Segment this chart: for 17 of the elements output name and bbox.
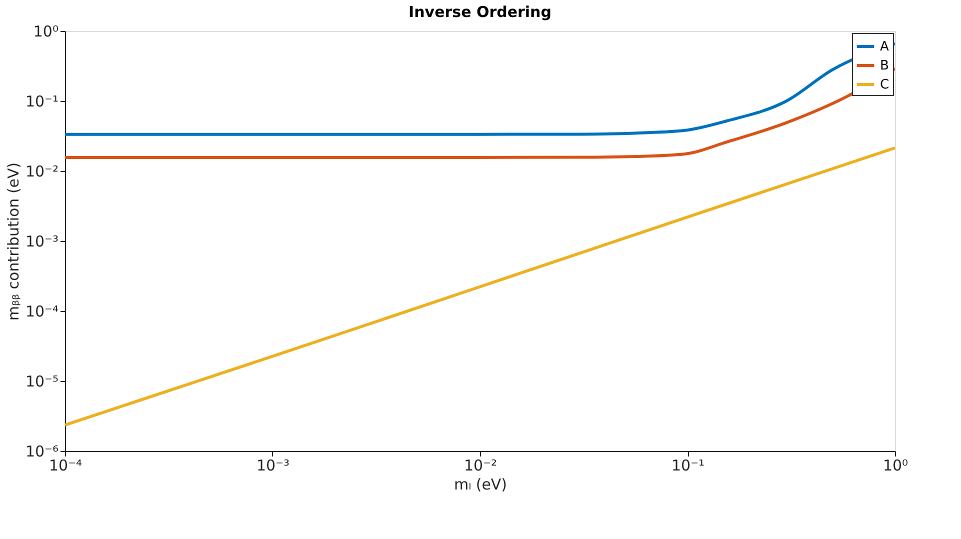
y-tick-label: 10⁻³ [25, 232, 58, 250]
y-axis-title: mᵦᵦ contribution (eV) [4, 162, 22, 321]
y-tick-label: 10⁻⁵ [25, 372, 58, 390]
y-tick-label: 10⁻⁴ [25, 302, 58, 320]
y-tick-label: 10⁻¹ [25, 92, 58, 110]
x-tick-label: 10⁰ [882, 456, 908, 474]
x-tick-label: 10⁻¹ [671, 456, 705, 474]
x-axis-title: mₗ (eV) [454, 476, 508, 494]
line-series [65, 146, 895, 427]
legend-label: A [880, 40, 889, 54]
y-tick-label: 10⁰ [33, 22, 58, 40]
x-tick-label: 10⁻³ [256, 456, 290, 474]
chart-title: Inverse Ordering [408, 3, 552, 21]
x-tick-label: 10⁻² [464, 456, 498, 474]
y-tick-label: 10⁻² [25, 162, 58, 180]
legend-label: C [880, 78, 890, 92]
legend-label: B [880, 58, 889, 74]
